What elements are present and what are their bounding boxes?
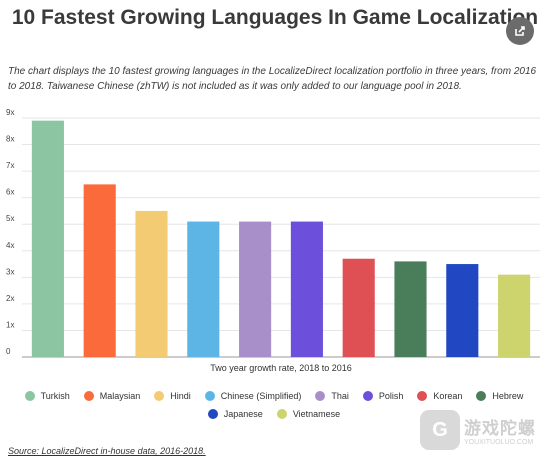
watermark-logo-icon: G xyxy=(420,410,460,450)
bar-polish[interactable] xyxy=(290,221,323,357)
legend-swatch xyxy=(476,391,487,401)
y-tick-label: 5x xyxy=(6,214,14,223)
legend-item[interactable]: Turkish xyxy=(24,391,70,401)
y-tick-label: 9x xyxy=(6,108,14,117)
bar-chinese-simplified[interactable] xyxy=(187,221,220,357)
legend-item[interactable]: Malaysian xyxy=(83,391,141,401)
legend-item[interactable]: Korean xyxy=(417,391,462,401)
legend-item[interactable]: Vietnamese xyxy=(276,409,341,419)
legend-label: Polish xyxy=(378,391,404,401)
y-tick-label: 3x xyxy=(6,267,14,276)
legend-item[interactable]: Polish xyxy=(362,391,404,401)
bar-malaysian[interactable] xyxy=(83,184,116,357)
x-axis-label: Two year growth rate, 2018 to 2016 xyxy=(210,363,352,373)
bar-korean[interactable] xyxy=(342,258,375,357)
source-link[interactable]: Source: LocalizeDirect in-house data, 20… xyxy=(8,446,206,456)
legend-swatch xyxy=(276,409,287,419)
bar-japanese[interactable] xyxy=(446,264,479,357)
legend-label: Hebrew xyxy=(492,391,524,401)
y-tick-label: 1x xyxy=(6,320,14,329)
bar-hebrew[interactable] xyxy=(394,261,427,357)
legend-swatch xyxy=(83,391,94,401)
legend-swatch xyxy=(417,391,428,401)
share-button[interactable] xyxy=(506,17,534,45)
bar-thai[interactable] xyxy=(239,221,272,357)
bar-turkish[interactable] xyxy=(31,120,64,358)
y-tick-label: 0 xyxy=(6,347,11,356)
y-tick-label: 7x xyxy=(6,161,14,170)
bar-vietnamese[interactable] xyxy=(498,274,531,357)
legend-label: Vietnamese xyxy=(292,409,341,419)
page-title: 10 Fastest Growing Languages In Game Loc… xyxy=(11,6,539,29)
watermark-text: 游戏陀螺 xyxy=(464,419,536,438)
bar-hindi[interactable] xyxy=(135,210,168,357)
legend-swatch xyxy=(154,391,165,401)
y-tick-label: 4x xyxy=(6,241,14,250)
y-tick-label: 8x xyxy=(6,135,14,144)
legend-label: Turkish xyxy=(40,391,70,401)
legend-label: Hindi xyxy=(170,391,191,401)
legend-swatch xyxy=(315,391,326,401)
watermark-url: YOUXITUOLUO.COM xyxy=(464,439,534,446)
legend-item[interactable]: Japanese xyxy=(207,409,263,419)
legend-label: Japanese xyxy=(223,409,263,419)
y-tick-label: 6x xyxy=(6,188,14,197)
legend-swatch xyxy=(204,391,215,401)
legend-swatch xyxy=(24,391,35,401)
legend-item[interactable]: Thai xyxy=(315,391,349,401)
legend-label: Malaysian xyxy=(99,391,141,401)
chart-legend: Turkish Malaysian Hindi Chinese (Simplified… xyxy=(14,391,534,419)
legend-label: Korean xyxy=(433,391,463,401)
share-icon xyxy=(515,26,525,36)
legend-label: Chinese (Simplified) xyxy=(220,391,302,401)
watermark: G 游戏陀螺 YOUXITUOLUO.COM xyxy=(420,410,536,450)
legend-item[interactable]: Hindi xyxy=(154,391,191,401)
legend-item[interactable]: Hebrew xyxy=(476,391,523,401)
bar-chart: 0 1x 2x 3x 4x 5x 6x 7x 8x 9x Two year growth rate,… xyxy=(6,108,540,373)
legend-item[interactable]: Chinese (Simplified) xyxy=(204,391,302,401)
legend-label: Thai xyxy=(331,391,349,401)
y-tick-label: 2x xyxy=(6,294,14,303)
legend-swatch xyxy=(207,409,218,419)
legend-swatch xyxy=(362,391,373,401)
chart-subtitle: The chart displays the 10 fastest growin… xyxy=(8,66,537,92)
